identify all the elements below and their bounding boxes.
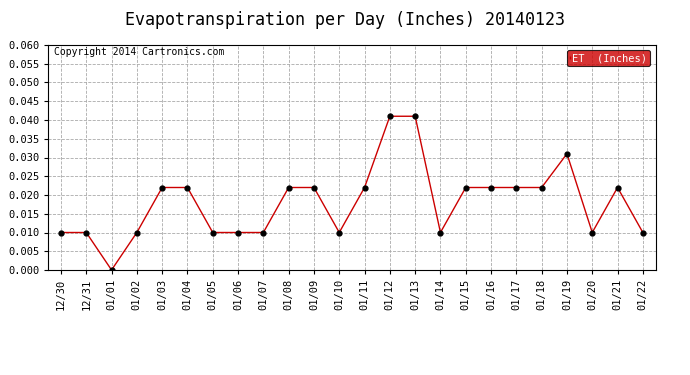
Text: Evapotranspiration per Day (Inches) 20140123: Evapotranspiration per Day (Inches) 2014… — [125, 11, 565, 29]
Text: Copyright 2014 Cartronics.com: Copyright 2014 Cartronics.com — [55, 47, 225, 57]
Legend: ET  (Inches): ET (Inches) — [567, 50, 650, 66]
